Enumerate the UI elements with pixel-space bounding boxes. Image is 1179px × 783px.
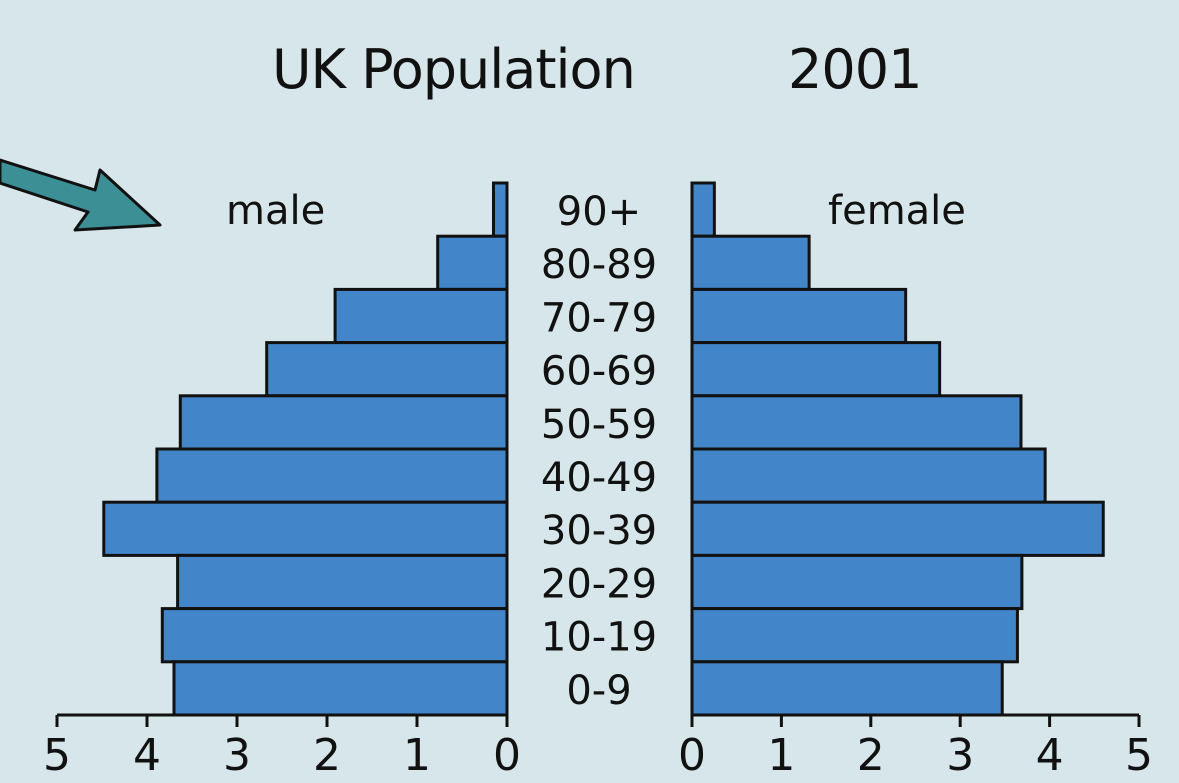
axis-tick-label: 4 xyxy=(133,730,161,781)
age-group-label: 0-9 xyxy=(566,668,631,714)
chart-year: 2001 xyxy=(788,38,922,101)
axis-tick-label: 3 xyxy=(946,730,974,781)
age-group-label: 70-79 xyxy=(541,295,657,341)
female-bar xyxy=(690,234,811,291)
axis-tick-label: 5 xyxy=(1125,730,1153,781)
female-bar xyxy=(690,287,908,345)
male-axis: 0 1 2 3 4 5 xyxy=(43,713,521,781)
male-bars xyxy=(102,181,509,717)
male-bar xyxy=(102,500,509,557)
male-label: male xyxy=(226,188,326,234)
arrow-icon xyxy=(0,158,162,232)
male-bar xyxy=(155,447,509,504)
female-label: female xyxy=(828,188,966,234)
age-group-label: 80-89 xyxy=(541,242,657,288)
axis-tick-label: 2 xyxy=(857,730,885,781)
age-group-label: 10-19 xyxy=(541,615,657,661)
female-bar xyxy=(690,607,1019,664)
axis-tick-label: 4 xyxy=(1036,730,1064,781)
axis-tick-label: 0 xyxy=(493,730,521,781)
male-bar xyxy=(436,234,509,291)
male-bar xyxy=(178,394,509,451)
male-bar xyxy=(172,660,509,717)
female-bar xyxy=(690,394,1023,451)
male-bar xyxy=(333,287,509,345)
age-group-label: 90+ xyxy=(557,189,641,235)
axis-tick-label: 3 xyxy=(223,730,251,781)
male-bar xyxy=(176,553,509,611)
male-bar xyxy=(160,607,509,664)
age-group-label: 50-59 xyxy=(541,402,657,448)
male-bar xyxy=(265,341,509,398)
female-bar xyxy=(690,181,716,238)
female-bar xyxy=(690,553,1024,611)
axis-tick-label: 2 xyxy=(313,730,341,781)
axis-tick-label: 1 xyxy=(403,730,431,781)
age-group-label: 60-69 xyxy=(541,349,657,395)
age-labels: 90+ 80-89 70-79 60-69 50-59 40-49 30-39 20-29 10… xyxy=(541,189,657,714)
age-group-label: 40-49 xyxy=(541,455,657,501)
age-group-label: 30-39 xyxy=(541,508,657,554)
female-bar xyxy=(690,447,1047,504)
male-bar xyxy=(492,181,509,238)
female-bar xyxy=(690,341,942,398)
female-bars xyxy=(690,181,1105,717)
axis-tick-label: 1 xyxy=(767,730,795,781)
age-group-label: 20-29 xyxy=(541,561,657,607)
female-axis: 0 1 2 3 4 5 xyxy=(678,713,1153,781)
axis-tick-label: 5 xyxy=(43,730,71,781)
female-bar xyxy=(690,500,1105,557)
female-bar xyxy=(690,660,1004,717)
chart-title: UK Population xyxy=(272,38,636,101)
axis-tick-label: 0 xyxy=(678,730,706,781)
